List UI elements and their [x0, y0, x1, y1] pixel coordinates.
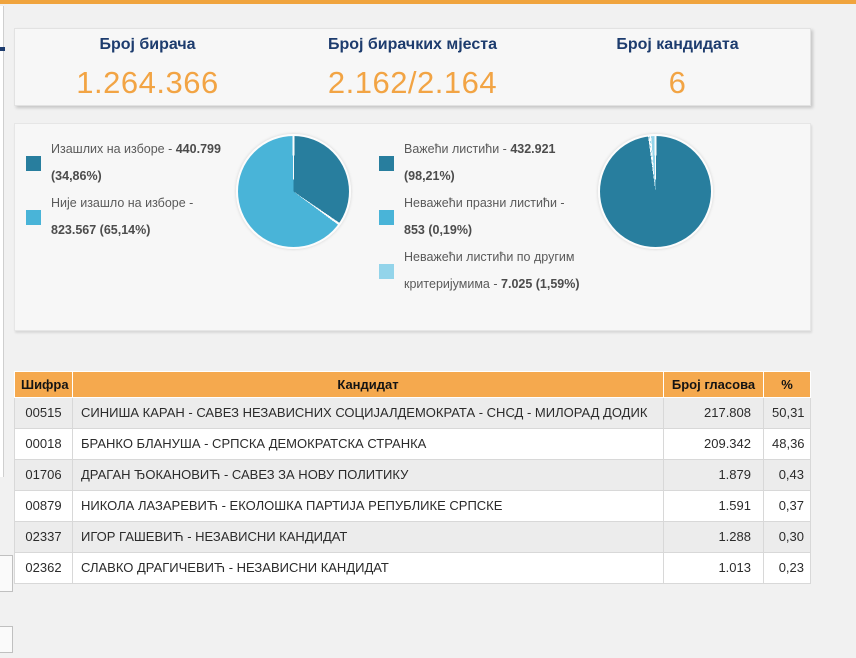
- cutoff-left-panel-marker: [0, 47, 5, 51]
- stat-voters-value: 1.264.366: [76, 65, 219, 100]
- candidate-row: 02362 СЛАВКО ДРАГИЧЕВИЋ - НЕЗАВИСНИ КАНД…: [14, 552, 811, 584]
- stat-polling-stations: Број бирачких мјеста 2.162/2.164: [280, 29, 545, 105]
- candidate-code-cell: 00515: [14, 397, 73, 429]
- legend-item: Изашлих на изборе - 440.799 (34,86%): [26, 136, 226, 190]
- candidate-name-cell: НИКОЛА ЛАЗАРЕВИЋ - ЕКОЛОШКА ПАРТИЈА РЕПУ…: [72, 490, 664, 522]
- turnout-legend: Изашлих на изборе - 440.799 (34,86%) Ниј…: [26, 136, 226, 244]
- candidate-votes-cell: 1.288: [663, 521, 764, 553]
- table-header-row: Шифра Кандидат Број гласова %: [14, 371, 811, 398]
- candidate-votes-cell: 209.342: [663, 428, 764, 460]
- candidate-results-table: Шифра Кандидат Број гласова % 00515 СИНИ…: [14, 371, 811, 584]
- candidate-pct-cell: 48,36: [763, 428, 811, 460]
- candidate-name-cell: СЛАВКО ДРАГИЧЕВИЋ - НЕЗАВИСНИ КАНДИДАТ: [72, 552, 664, 584]
- candidate-row: 01706 ДРАГАН ЂОКАНОВИЋ - САВЕЗ ЗА НОВУ П…: [14, 459, 811, 491]
- legend-item: Неважећи листићи по другим критеријумима…: [379, 244, 584, 298]
- candidate-row: 00879 НИКОЛА ЛАЗАРЕВИЋ - ЕКОЛОШКА ПАРТИЈ…: [14, 490, 811, 522]
- candidate-name-cell: СИНИША КАРАН - САВЕЗ НЕЗАВИСНИХ СОЦИЈАЛД…: [72, 397, 664, 429]
- top-accent-bar: [0, 0, 856, 4]
- legend-label: Није изашло на изборе - 823.567 (65,14%): [51, 196, 194, 237]
- candidate-row: 00018 БРАНКО БЛАНУША - СРПСКА ДЕМОКРАТСК…: [14, 428, 811, 460]
- legend-label: Изашлих на изборе - 440.799 (34,86%): [51, 142, 221, 183]
- turnout-pie-chart: [236, 134, 351, 249]
- candidate-code-cell: 02337: [14, 521, 73, 553]
- charts-panel: Изашлих на изборе - 440.799 (34,86%) Ниј…: [14, 123, 811, 331]
- legend-swatch: [26, 155, 41, 171]
- candidate-row: 00515 СИНИША КАРАН - САВЕЗ НЕЗАВИСНИХ СО…: [14, 397, 811, 429]
- table-header-candidate: Кандидат: [72, 371, 664, 398]
- candidate-votes-cell: 1.013: [663, 552, 764, 584]
- candidate-row: 02337 ИГОР ГАШЕВИЋ - НЕЗАВИСНИ КАНДИДАТ …: [14, 521, 811, 553]
- legend-item: Важећи листићи - 432.921 (98,21%): [379, 136, 584, 190]
- cutoff-left-panel-edge: [0, 6, 4, 477]
- table-header-code: Шифра: [14, 371, 73, 398]
- legend-item: Неважећи празни листићи - 853 (0,19%): [379, 190, 584, 244]
- stat-voters-label: Број бирача: [99, 36, 196, 53]
- candidate-votes-cell: 217.808: [663, 397, 764, 429]
- candidate-code-cell: 00018: [14, 428, 73, 460]
- legend-item: Није изашло на изборе - 823.567 (65,14%): [26, 190, 226, 244]
- table-header-votes: Број гласова: [663, 371, 764, 398]
- legend-swatch: [379, 263, 394, 279]
- cutoff-panel-box: [0, 555, 13, 592]
- legend-label: Неважећи празни листићи - 853 (0,19%): [404, 196, 565, 237]
- legend-swatch: [379, 209, 394, 225]
- candidate-code-cell: 01706: [14, 459, 73, 491]
- stat-candidates-label: Број кандидата: [616, 36, 739, 53]
- summary-stats-card: Број бирача 1.264.366 Број бирачких мјес…: [14, 28, 811, 106]
- candidate-votes-cell: 1.591: [663, 490, 764, 522]
- stat-candidates: Број кандидата 6: [545, 29, 810, 105]
- legend-swatch: [26, 209, 41, 225]
- candidate-name-cell: ИГОР ГАШЕВИЋ - НЕЗАВИСНИ КАНДИДАТ: [72, 521, 664, 553]
- candidate-name-cell: БРАНКО БЛАНУША - СРПСКА ДЕМОКРАТСКА СТРА…: [72, 428, 664, 460]
- ballots-legend: Важећи листићи - 432.921 (98,21%) Неваже…: [379, 136, 584, 298]
- legend-swatch: [379, 155, 394, 171]
- legend-label: Неважећи листићи по другим критеријумима…: [404, 250, 580, 291]
- candidate-pct-cell: 0,37: [763, 490, 811, 522]
- candidate-name-cell: ДРАГАН ЂОКАНОВИЋ - САВЕЗ ЗА НОВУ ПОЛИТИК…: [72, 459, 664, 491]
- candidate-code-cell: 02362: [14, 552, 73, 584]
- candidate-pct-cell: 50,31: [763, 397, 811, 429]
- table-header-pct: %: [763, 371, 811, 398]
- stat-polling-stations-value: 2.162/2.164: [327, 65, 498, 100]
- stat-voters: Број бирача 1.264.366: [15, 29, 280, 105]
- cutoff-panel-box: [0, 626, 13, 653]
- legend-label: Важећи листићи - 432.921 (98,21%): [404, 142, 556, 183]
- candidate-code-cell: 00879: [14, 490, 73, 522]
- candidate-pct-cell: 0,30: [763, 521, 811, 553]
- candidate-votes-cell: 1.879: [663, 459, 764, 491]
- stat-polling-stations-label: Број бирачких мјеста: [327, 36, 497, 53]
- table-body: 00515 СИНИША КАРАН - САВЕЗ НЕЗАВИСНИХ СО…: [14, 397, 811, 584]
- candidate-pct-cell: 0,23: [763, 552, 811, 584]
- ballots-pie-chart: [598, 134, 713, 249]
- stat-candidates-value: 6: [668, 65, 687, 100]
- candidate-pct-cell: 0,43: [763, 459, 811, 491]
